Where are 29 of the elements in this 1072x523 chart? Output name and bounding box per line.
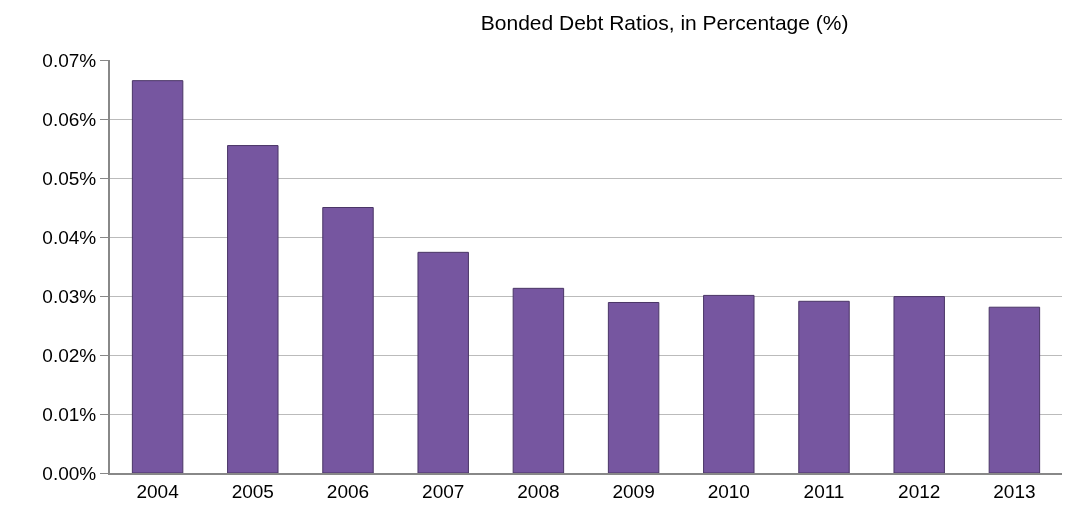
bar [607,301,660,473]
y-tick-label: 0.04% [42,226,97,248]
y-tick-label: 0.06% [42,108,97,130]
y-tick-label: 0.00% [42,462,97,484]
y-tick-label: 0.02% [42,344,97,366]
bar [227,145,279,473]
bar [417,251,469,473]
x-tick-label: 2004 [136,480,180,502]
bar [893,296,945,473]
x-tick-label: 2010 [707,480,750,502]
x-tick-label: 2007 [422,480,465,502]
x-tick-label: 2009 [612,480,655,502]
x-tick-label: 2008 [517,480,560,502]
bar [798,300,850,473]
bar [512,287,565,473]
y-tick-label: 0.07% [42,49,97,71]
x-tick-label: 2011 [803,480,845,502]
x-tick-label: 2006 [326,480,370,502]
bar [988,306,1041,473]
x-tick-label: 2012 [898,480,941,502]
bar [131,80,184,473]
y-tick-label: 0.05% [42,167,97,189]
bar [703,294,755,473]
x-tick-label: 2013 [993,480,1036,502]
y-tick-label: 0.01% [42,403,97,425]
chart-title: Bonded Debt Ratios, in Percentage (%) [480,11,849,35]
y-tick-label: 0.03% [42,285,97,307]
bar [322,207,374,473]
x-tick-label: 2005 [231,480,274,502]
